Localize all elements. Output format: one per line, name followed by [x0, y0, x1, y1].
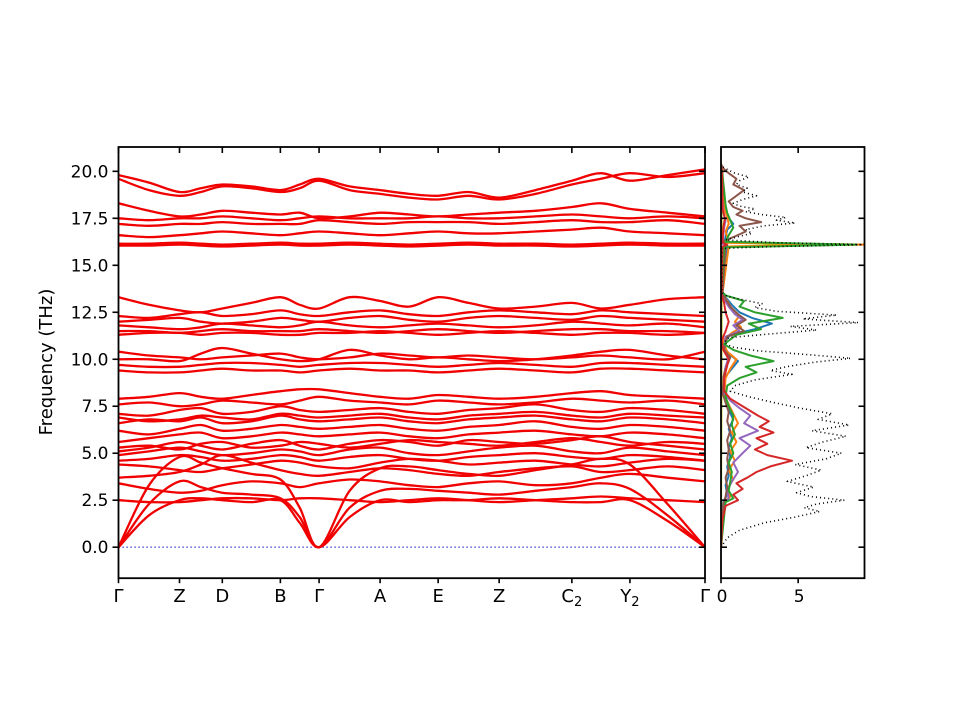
phonon-band — [118, 241, 705, 246]
phonon-band — [118, 497, 705, 549]
band-frame — [117, 146, 706, 580]
kpoint-label: C2 — [561, 586, 582, 610]
y-tick-label: 0.0 — [81, 538, 108, 558]
phonon-band — [118, 172, 705, 201]
kpoint-label: Z — [493, 586, 505, 607]
y-tick-label: 10.0 — [71, 350, 109, 370]
kpoint-label: Γ — [700, 586, 710, 607]
kpoint-label: Y2 — [619, 586, 639, 610]
dos-frame — [720, 146, 866, 580]
y-axis-label: Frequency (THz) — [36, 289, 57, 436]
phonon-band — [118, 320, 705, 331]
phonon-band — [118, 437, 705, 451]
y-tick-label: 7.5 — [81, 397, 108, 417]
y-tick-label: 15.0 — [71, 256, 109, 276]
phonon-band — [118, 202, 705, 220]
phonon-band — [118, 367, 705, 374]
band-axes: 0.0 2.5 5.0 7.5 10.0 12.5 15.0 17.5 20.0 Γ Z D B Γ A E Z… — [71, 146, 710, 610]
band-structure-panel — [118, 168, 705, 549]
partial-green-curve — [721, 165, 858, 548]
phonon-band — [118, 420, 705, 436]
phonon-band — [118, 395, 705, 408]
dos-panel — [721, 163, 865, 548]
kpoint-label: Γ — [113, 586, 123, 607]
kpoint-label: E — [432, 586, 443, 607]
y-tick-label: 2.5 — [81, 491, 108, 511]
phonon-band — [118, 472, 705, 494]
kpoint-label: A — [374, 586, 387, 607]
phonon-band — [118, 168, 705, 199]
kpoint-label: Γ — [314, 586, 324, 607]
phonon-band — [118, 295, 705, 314]
phonon-band — [118, 243, 705, 248]
kpoint-label: Z — [173, 586, 185, 607]
phonon-band — [118, 452, 705, 462]
phonon-band — [118, 444, 705, 457]
phonon-band — [118, 495, 705, 504]
phonon-band — [118, 457, 705, 474]
phonon-band — [118, 410, 705, 423]
partial-olive-curve — [721, 165, 815, 548]
phonon-band — [118, 327, 705, 335]
y-tick-label: 17.5 — [71, 209, 109, 229]
phonon-band — [118, 429, 705, 444]
partial-red-curve — [721, 165, 793, 548]
phonon-band — [118, 314, 705, 325]
phonon-band — [118, 329, 705, 337]
phonon-band — [118, 219, 705, 227]
phonon-band — [118, 414, 705, 425]
dos-x-tick-label: 0 — [717, 587, 728, 607]
phonon-band — [118, 387, 705, 400]
phonon-band — [118, 309, 705, 320]
kpoint-label: B — [274, 586, 286, 607]
phonon-band — [118, 226, 705, 239]
y-tick-label: 5.0 — [81, 444, 108, 464]
y-tick-label: 20.0 — [71, 162, 109, 182]
kpoint-label: D — [215, 586, 229, 607]
dos-x-tick-label: 5 — [794, 587, 805, 607]
phonon-band — [118, 350, 705, 361]
partial-brown-curve — [721, 163, 763, 548]
y-tick-label: 12.5 — [71, 303, 109, 323]
phonon-band — [118, 479, 705, 549]
phonon-band — [118, 346, 705, 363]
phonon-band — [118, 453, 705, 479]
phonon-band — [118, 403, 705, 417]
phonon-band — [118, 213, 705, 222]
phonon-band — [118, 361, 705, 369]
